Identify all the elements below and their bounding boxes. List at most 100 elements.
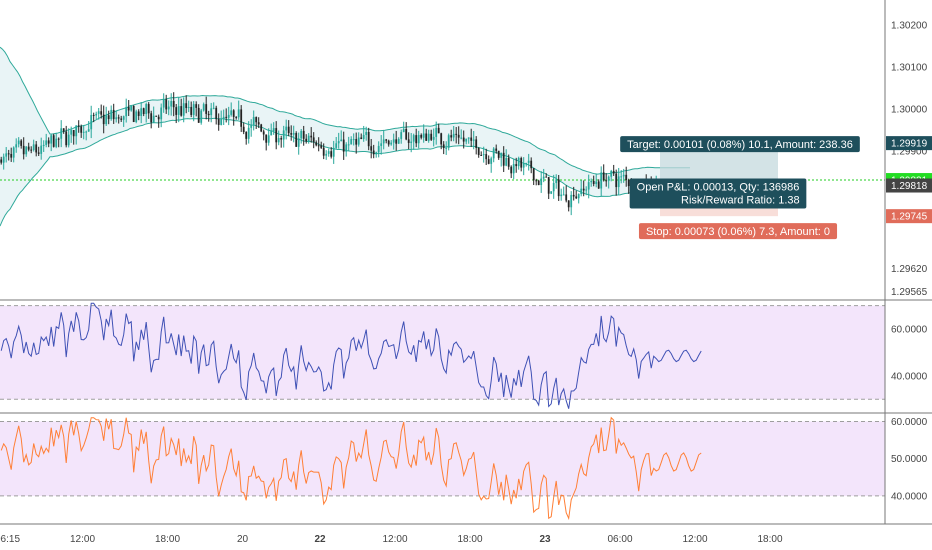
candle (487, 155, 490, 165)
candle (10, 147, 13, 162)
candle (5, 147, 8, 163)
candle (30, 146, 33, 154)
candle (280, 135, 283, 148)
candle (482, 146, 485, 163)
candle (142, 107, 145, 117)
time-axis[interactable]: 06:15 12:00 18:00 20 22 12:00 18:00 23 06:00 12:0… (0, 534, 783, 545)
candle (417, 130, 420, 149)
oscillator-1-pane[interactable] (0, 302, 885, 409)
candle (430, 129, 433, 142)
candle (435, 121, 438, 145)
candle (120, 115, 123, 122)
candle (335, 136, 338, 149)
candle (130, 105, 133, 112)
candle (112, 103, 115, 124)
oscillator-tick-label: 40.0000 (891, 371, 928, 382)
candle (105, 106, 108, 126)
candle (437, 123, 440, 134)
price-pane[interactable]: Target: 0.00101 (0.08%) 10.1, Amount: 23… (0, 46, 885, 240)
candle (450, 129, 453, 142)
candle (422, 124, 425, 143)
candle (57, 137, 60, 148)
candle (477, 147, 480, 158)
candle (512, 159, 515, 180)
candle (392, 133, 395, 150)
price-tag: 1.29818 (886, 178, 932, 193)
candle (292, 125, 295, 143)
candle (135, 109, 138, 124)
candle (60, 120, 63, 148)
candle (537, 179, 540, 186)
open-pl-label: Open P&L: 0.00013, Qty: 136986 (637, 182, 800, 194)
candle (325, 150, 328, 160)
price-tag: 1.29919 (886, 136, 932, 151)
candle (210, 102, 213, 123)
candle (102, 105, 105, 134)
candle (327, 148, 330, 157)
candle (595, 173, 598, 188)
candle (622, 168, 625, 183)
candle (87, 121, 90, 132)
target-label-box (620, 136, 860, 153)
oscillator-2-pane[interactable] (0, 416, 885, 521)
candle (385, 138, 388, 144)
price-axis[interactable]: 1.30200 1.30100 1.30000 1.29900 1.29620 1.295… (891, 21, 928, 299)
candle (297, 132, 300, 155)
candle (490, 156, 493, 173)
candle (290, 125, 293, 141)
candle (162, 93, 165, 113)
candle (577, 193, 580, 204)
candle (610, 169, 613, 182)
candle (557, 174, 560, 201)
candle (627, 178, 630, 194)
candle (110, 105, 113, 121)
candle (107, 110, 110, 125)
candle (540, 171, 543, 193)
candle (200, 108, 203, 125)
candle (580, 180, 583, 197)
time-tick-label: 20 (237, 534, 249, 545)
candle (367, 127, 370, 151)
time-tick-label: 18:00 (155, 534, 180, 545)
candle (12, 146, 15, 163)
oscillator-tick-label: 60.0000 (891, 417, 928, 428)
candle (382, 130, 385, 150)
candle (572, 186, 575, 201)
candle (312, 132, 315, 149)
candle (582, 180, 585, 197)
candle (17, 137, 20, 148)
candle (205, 96, 208, 120)
candle (260, 123, 263, 133)
candle (295, 131, 298, 148)
candle (52, 133, 55, 148)
candle (360, 133, 363, 140)
candle (342, 131, 345, 160)
candle (225, 108, 228, 123)
candle (240, 105, 243, 132)
candle (167, 100, 170, 116)
candle (220, 110, 223, 126)
candle (20, 139, 23, 149)
candle (395, 130, 398, 151)
stop-label: Stop: 0.00073 (0.06%) 7.3, Amount: 0 (646, 226, 830, 238)
candle (337, 132, 340, 149)
candle (315, 140, 318, 147)
candle (207, 110, 210, 122)
candle (470, 128, 473, 147)
price-tick-label: 1.29620 (891, 264, 928, 275)
oscillator-1-axis[interactable]: 60.0000 40.0000 (891, 325, 928, 383)
candle (122, 115, 125, 127)
candle (92, 112, 95, 123)
candle (150, 110, 153, 129)
candle (182, 97, 185, 123)
candle (27, 142, 30, 152)
oscillator-2-axis[interactable]: 60.0000 50.0000 40.0000 (891, 417, 928, 502)
svg-text:1.29745: 1.29745 (891, 212, 928, 223)
candle (497, 150, 500, 160)
price-tick-label: 1.30200 (891, 21, 928, 32)
candle (585, 186, 588, 196)
candle (455, 127, 458, 144)
candle (605, 173, 608, 187)
candle (277, 130, 280, 146)
